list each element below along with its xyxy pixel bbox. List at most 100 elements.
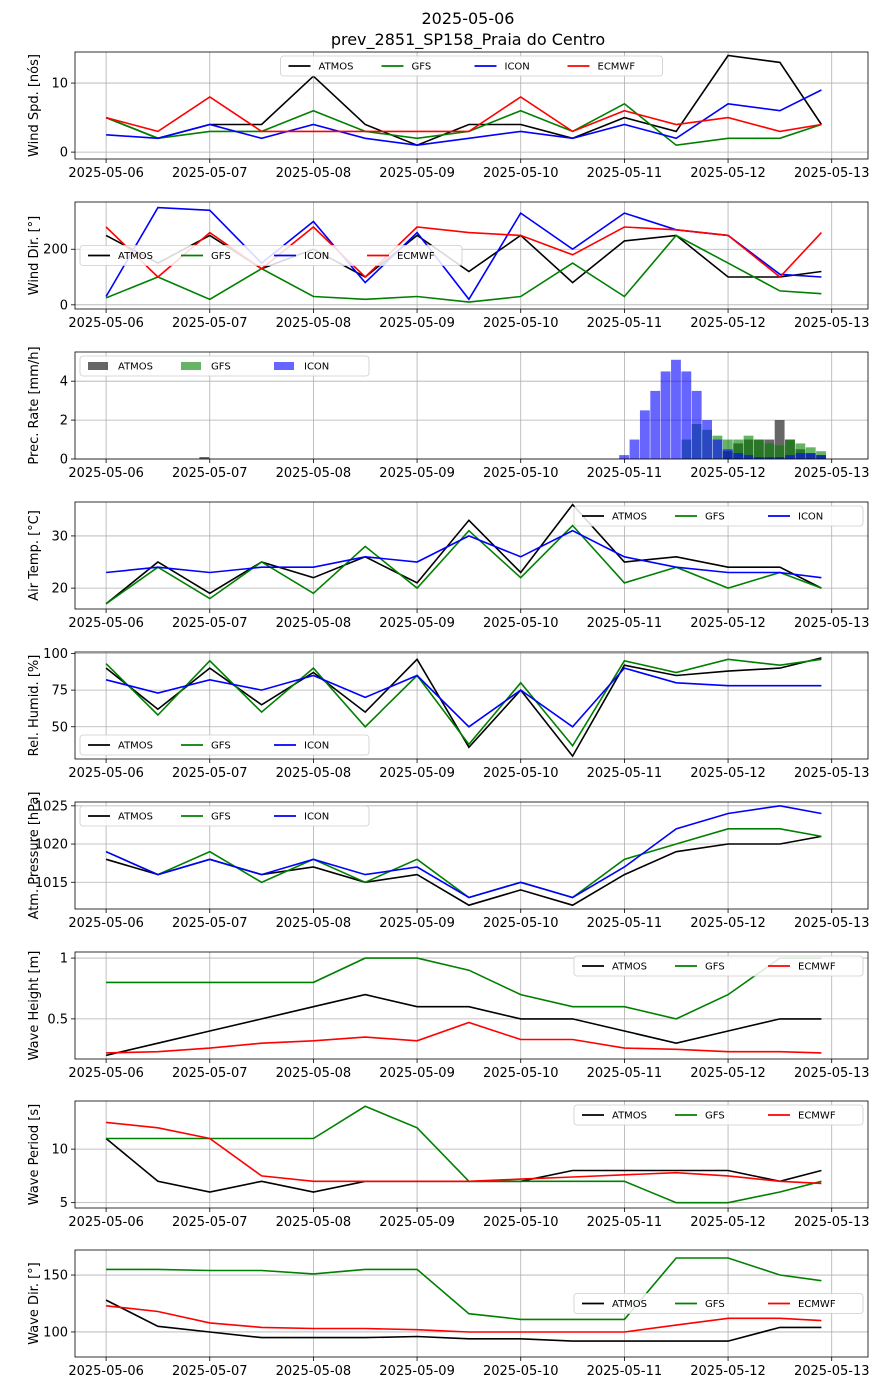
axes-frame bbox=[74, 51, 869, 160]
series-line-atmos bbox=[105, 657, 822, 758]
series-line-gfs bbox=[105, 658, 822, 748]
legend: ATMOS GFS ICON bbox=[79, 734, 370, 756]
series-line-icon bbox=[105, 667, 822, 728]
series-line-icon bbox=[106, 529, 822, 579]
y-axis-label: Prec. Rate [mm/h] bbox=[27, 346, 42, 464]
x-tick-label: 2025-05-09 bbox=[379, 166, 455, 181]
bar-icon bbox=[805, 453, 816, 459]
legend-label-icon: ICON bbox=[304, 251, 329, 262]
bar-icon bbox=[671, 359, 681, 459]
y-axis-label: Atm. Pressure [hPa] bbox=[27, 792, 42, 920]
legend-label-icon: ICON bbox=[798, 512, 823, 523]
x-tick-label: 2025-05-06 bbox=[68, 1364, 144, 1379]
x-tick-label: 2025-05-06 bbox=[68, 616, 144, 631]
legend-label-ecmwf: ECMWF bbox=[798, 1111, 836, 1122]
x-tick-label: 2025-05-06 bbox=[68, 916, 144, 931]
x-tick-label: 2025-05-13 bbox=[794, 1364, 870, 1379]
y-tick-label: 200 bbox=[43, 243, 68, 258]
legend-label-atmos: ATMOS bbox=[612, 1299, 647, 1310]
bar-icon bbox=[733, 453, 744, 459]
x-tick-label: 2025-05-08 bbox=[276, 1215, 352, 1230]
bar-icon bbox=[712, 439, 723, 459]
y-tick-label: 10 bbox=[51, 77, 68, 92]
x-tick-label: 2025-05-09 bbox=[379, 466, 455, 481]
legend-label-ecmwf: ECMWF bbox=[798, 1299, 836, 1310]
x-tick-label: 2025-05-12 bbox=[690, 1364, 766, 1379]
x-tick-label: 2025-05-07 bbox=[172, 916, 248, 931]
y-tick-label: 0.5 bbox=[47, 1012, 68, 1027]
x-tick-label: 2025-05-09 bbox=[379, 316, 455, 331]
series-line-gfs bbox=[106, 1257, 822, 1321]
bar-icon bbox=[660, 371, 671, 459]
x-tick-label: 2025-05-13 bbox=[794, 766, 870, 781]
x-tick-label: 2025-05-11 bbox=[587, 166, 663, 181]
bar-icon bbox=[681, 371, 692, 459]
x-tick-label: 2025-05-11 bbox=[587, 316, 663, 331]
legend-label-gfs: GFS bbox=[211, 741, 231, 752]
legend-label-icon: ICON bbox=[505, 62, 530, 73]
bar-icon bbox=[639, 410, 650, 459]
bar-icon bbox=[785, 455, 795, 459]
x-tick-label: 2025-05-08 bbox=[276, 466, 352, 481]
legend-box bbox=[573, 505, 864, 527]
x-tick-label: 2025-05-13 bbox=[794, 316, 870, 331]
y-axis-label: Wave Dir. [°] bbox=[27, 1262, 42, 1345]
y-axis-label: Air Temp. [°C] bbox=[27, 510, 42, 601]
x-tick-label: 2025-05-07 bbox=[172, 1066, 248, 1081]
legend-label-gfs: GFS bbox=[412, 62, 432, 73]
y-tick-label: 0 bbox=[60, 298, 68, 313]
axes-frame bbox=[74, 1100, 869, 1209]
legend-box bbox=[79, 355, 370, 377]
y-tick-label: 10 bbox=[51, 1143, 68, 1158]
panel: 2025-05-06 2025-05-07 2025-05-08 2025-05-09… bbox=[27, 501, 870, 631]
y-axis-label: Rel. Humid. [%] bbox=[27, 655, 42, 757]
bar-icon bbox=[743, 455, 754, 459]
x-tick-label: 2025-05-10 bbox=[483, 166, 559, 181]
bar-atmos bbox=[774, 420, 785, 459]
bar-icon bbox=[816, 455, 827, 459]
y-tick-label: 0 bbox=[60, 453, 68, 468]
legend-swatch-atmos bbox=[88, 362, 108, 370]
x-tick-label: 2025-05-07 bbox=[172, 316, 248, 331]
bar-gfs bbox=[816, 451, 827, 459]
bar-icon bbox=[753, 457, 764, 459]
y-tick-label: 30 bbox=[51, 529, 68, 544]
x-tick-label: 2025-05-12 bbox=[690, 1066, 766, 1081]
y-axis-label: Wave Period [s] bbox=[27, 1104, 42, 1205]
bar-icon bbox=[722, 449, 733, 459]
x-tick-label: 2025-05-10 bbox=[483, 466, 559, 481]
panel: 2025-05-06 2025-05-07 2025-05-08 2025-05-09… bbox=[27, 792, 870, 931]
legend-label-icon: ICON bbox=[304, 741, 329, 752]
x-tick-label: 2025-05-12 bbox=[690, 616, 766, 631]
x-tick-label: 2025-05-10 bbox=[483, 1364, 559, 1379]
legend: ATMOS GFS ECMWF bbox=[573, 1293, 864, 1314]
panel: 2025-05-06 2025-05-07 2025-05-08 2025-05-09… bbox=[27, 647, 870, 781]
legend-box bbox=[79, 734, 370, 756]
y-tick-label: 0 bbox=[60, 146, 68, 161]
x-tick-label: 2025-05-12 bbox=[690, 916, 766, 931]
x-tick-label: 2025-05-11 bbox=[587, 766, 663, 781]
x-tick-label: 2025-05-12 bbox=[690, 1215, 766, 1230]
legend-box bbox=[280, 55, 663, 77]
y-tick-label: 5 bbox=[60, 1196, 68, 1211]
x-tick-label: 2025-05-08 bbox=[276, 1066, 352, 1081]
x-tick-label: 2025-05-06 bbox=[68, 766, 144, 781]
bar-gfs bbox=[743, 435, 754, 459]
bar-gfs bbox=[722, 439, 733, 459]
series-line-ecmwf bbox=[105, 225, 822, 279]
legend: ATMOS GFS ICON bbox=[79, 355, 370, 377]
x-tick-label: 2025-05-06 bbox=[68, 466, 144, 481]
legend: ATMOS GFS ICON ECMWF bbox=[280, 55, 663, 77]
series-line-icon bbox=[106, 89, 822, 147]
axes-frame bbox=[74, 651, 869, 760]
x-tick-label: 2025-05-06 bbox=[68, 1215, 144, 1230]
bar-icon bbox=[629, 439, 640, 459]
x-tick-label: 2025-05-11 bbox=[587, 1364, 663, 1379]
x-tick-label: 2025-05-07 bbox=[172, 166, 248, 181]
y-tick-label: 150 bbox=[43, 1269, 68, 1284]
bar-icon bbox=[691, 390, 702, 459]
legend-swatch-icon bbox=[274, 362, 294, 370]
bar-icon bbox=[764, 457, 775, 459]
bar-icon bbox=[619, 455, 630, 459]
legend-label-atmos: ATMOS bbox=[319, 62, 354, 73]
